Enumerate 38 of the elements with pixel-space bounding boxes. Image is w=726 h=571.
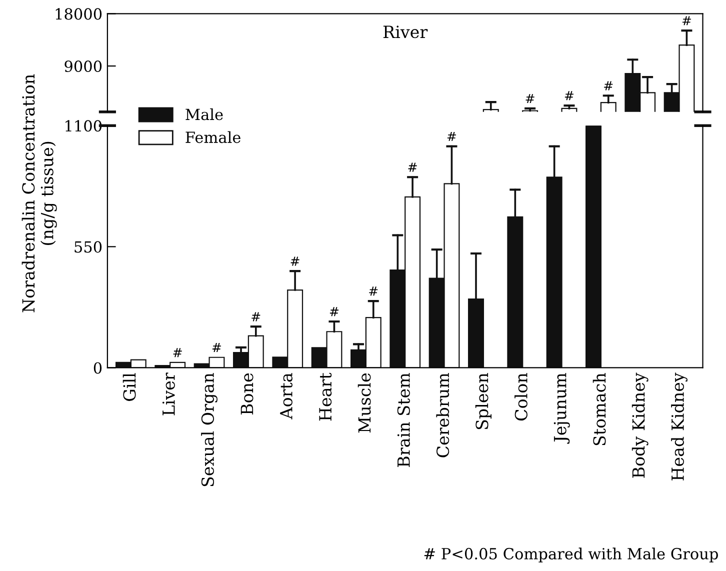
- annotation: #: [369, 286, 378, 296]
- y-axis-title: Noradrenalin Concentration (ng/g tissue): [22, 74, 57, 312]
- y-tick-label: 9000: [64, 60, 102, 72]
- annotation: #: [252, 312, 260, 322]
- x-tick-label: Aorta: [280, 373, 292, 420]
- x-tick-label: Liver: [162, 372, 175, 416]
- annotation: #: [408, 162, 417, 172]
- annotation: #: [330, 307, 338, 316]
- x-tick-label: Jejunum: [554, 373, 570, 444]
- annotation: #: [447, 132, 456, 141]
- text: # P<0.05 Compared with Male Group: [424, 548, 718, 562]
- x-tick-label: Body Kidney: [632, 372, 648, 478]
- y-tick-label: 550: [74, 241, 102, 253]
- x-tick-label: Colon: [514, 373, 528, 421]
- annotation: #: [682, 16, 691, 26]
- annotation: #: [604, 81, 613, 90]
- x-tick-label: Spleen: [475, 373, 492, 430]
- legend-label: Female: [186, 131, 240, 144]
- x-tick-label: Stomach: [592, 373, 606, 446]
- annotation: #: [173, 348, 182, 358]
- y-tick-label: 1100: [66, 120, 102, 132]
- y-tick-label: 18000: [56, 8, 102, 20]
- bar: [586, 126, 602, 368]
- x-tick-label: Muscle: [358, 373, 371, 433]
- x-tick-label: Sexual Organ: [201, 373, 218, 486]
- x-tick-label: Head Kidney: [671, 372, 688, 480]
- annotation: #: [290, 256, 300, 266]
- x-tick-label: Brain Stem: [397, 373, 410, 467]
- legend-label: Male: [186, 108, 223, 120]
- x-tick-label: Heart: [319, 372, 332, 421]
- x-tick-label: Gill: [122, 373, 136, 401]
- text: River: [383, 26, 428, 38]
- x-tick-label: Bone: [240, 373, 254, 415]
- annotation: #: [212, 343, 221, 352]
- annotation: #: [526, 94, 534, 104]
- annotation: #: [564, 91, 574, 100]
- x-tick-label: Cerebrum: [436, 373, 450, 458]
- y-tick-label: 0: [94, 362, 102, 374]
